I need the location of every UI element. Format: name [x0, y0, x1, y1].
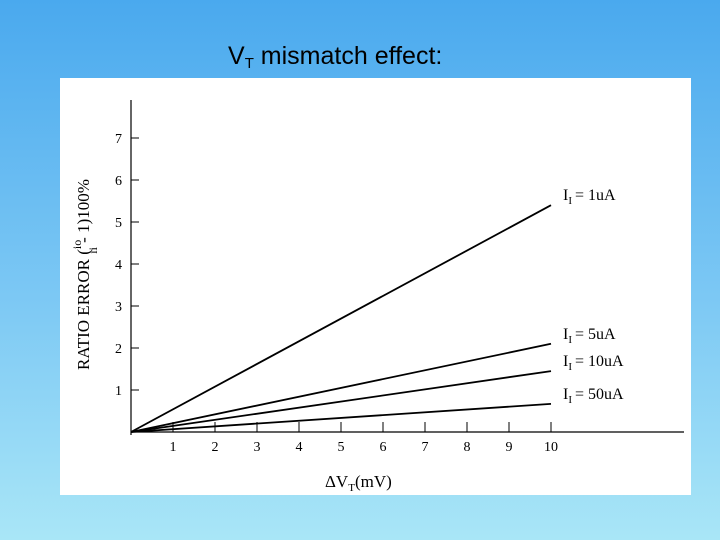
figure-panel: 1 2 3 4 5 6 7 8 9 10 1 2 3 4 5 6 7 II = 1uA II = 5uA II = 10…: [60, 78, 691, 495]
y-axis-label-rest: - 1)100%: [74, 179, 93, 247]
title-subscript: T: [244, 55, 254, 72]
x-tick-label: 9: [506, 440, 513, 455]
x-axis-label: ΔVT(mV): [325, 472, 392, 494]
svg-text:RATIO ERROR (ioii - 1)100%: RATIO ERROR (ioii - 1)100%: [70, 179, 100, 370]
chart-axes: [130, 100, 684, 435]
series-line: [130, 370, 552, 433]
y-tick-label: 5: [115, 216, 122, 231]
series-label: II = 5uA: [563, 326, 616, 346]
y-axis-label-main: RATIO ERROR (: [74, 249, 93, 370]
y-axis-label-fraction-den: ii: [86, 246, 100, 253]
y-tick-label: 7: [115, 132, 122, 147]
series-label: II = 1uA: [563, 187, 616, 207]
y-tick-label: 4: [115, 258, 122, 273]
title-rest: mismatch effect:: [253, 42, 443, 70]
series-label: II = 50uA: [563, 386, 624, 406]
slide-title: VT mismatch effect:: [228, 42, 442, 72]
y-tick-label: 1: [115, 384, 122, 399]
x-tick-label: 6: [380, 440, 387, 455]
ratio-error-chart: 1 2 3 4 5 6 7 8 9 10 1 2 3 4 5 6 7 II = 1uA II = 5uA II = 10…: [70, 100, 684, 494]
x-tick-label: 5: [338, 440, 345, 455]
x-tick-label: 3: [254, 440, 261, 455]
series-label-group: II = 1uA II = 5uA II = 10uA II = 50uA: [563, 187, 624, 406]
x-tick-label: 7: [422, 440, 429, 455]
x-tick-label: 4: [296, 440, 303, 455]
y-axis-label: RATIO ERROR (ioii - 1)100%: [70, 179, 100, 370]
series-line: [130, 342, 552, 433]
y-tick-label: 3: [115, 300, 122, 315]
series-label: II = 10uA: [563, 353, 624, 373]
x-tick-label: 1: [170, 440, 177, 455]
x-tick-label: 8: [464, 440, 471, 455]
y-tick-label: 2: [115, 342, 122, 357]
series-line: [130, 402, 552, 433]
x-tick-group: 1 2 3 4 5 6 7 8 9 10: [170, 422, 558, 455]
series-group: [130, 204, 552, 433]
title-v: V: [228, 42, 245, 70]
y-tick-label: 6: [115, 174, 122, 189]
y-axis-label-fraction-num: io: [70, 240, 84, 249]
x-tick-label: 10: [544, 440, 558, 455]
x-tick-label: 2: [212, 440, 219, 455]
series-line: [130, 204, 552, 433]
y-tick-group: 1 2 3 4 5 6 7: [115, 132, 139, 399]
